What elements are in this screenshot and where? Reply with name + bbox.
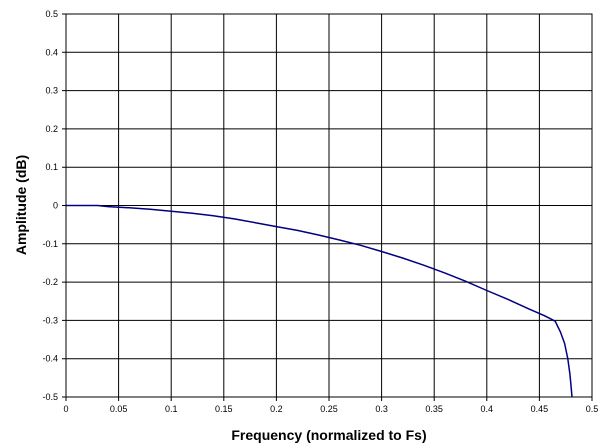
x-tick-label: 0.4 [481,404,494,414]
x-tick-label: 0.2 [270,404,283,414]
series-line [66,204,573,398]
y-tick-label: -0.1 [42,239,58,249]
x-tick-label: 0.25 [320,404,338,414]
y-tick-label: -0.4 [42,354,58,364]
x-tick-label: 0.05 [110,404,128,414]
y-axis-tick-labels: -0.5 -0.4 -0.3 -0.2 -0.1 0 0.1 0.2 0.3 0.4 0.5 [42,9,58,402]
x-tick-label: 0.5 [586,404,599,414]
y-tick-label: 0.2 [45,124,58,134]
plot-area-border [65,13,593,398]
y-tick-label: -0.3 [42,315,58,325]
y-tick-label: 0.5 [45,9,58,19]
x-tick-label: 0.35 [425,404,443,414]
y-tick-label: 0.4 [45,47,58,57]
y-axis-title: Amplitude (dB) [13,155,29,255]
x-tick-label: 0.3 [375,404,388,414]
y-tick-label: -0.5 [42,392,58,402]
x-tick-label: 0.15 [215,404,233,414]
y-tick-label: -0.2 [42,277,58,287]
x-tick-label: 0.45 [531,404,549,414]
x-axis-tick-labels: 0 0.05 0.1 0.15 0.2 0.25 0.3 0.35 0.4 0.45 0.5 [63,404,598,414]
x-tick-label: 0.1 [165,404,178,414]
x-axis-title: Frequency (normalized to Fs) [231,427,426,443]
y-tick-label: 0.1 [45,162,58,172]
x-tick-label: 0 [63,404,68,414]
y-tick-label: 0 [53,201,58,211]
y-tick-label: 0.3 [45,86,58,96]
